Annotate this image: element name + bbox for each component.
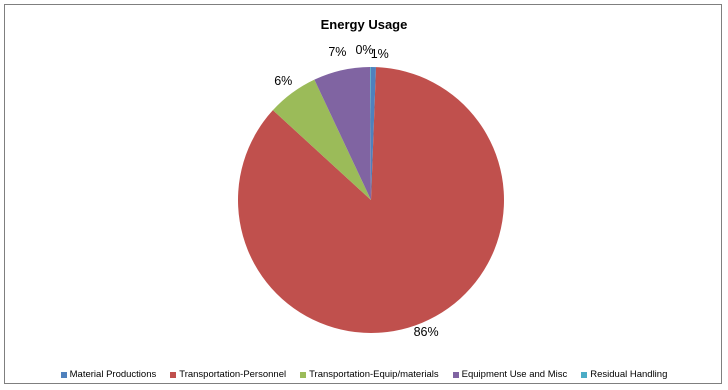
legend-label: Equipment Use and Misc — [461, 369, 568, 380]
pie-slice-material-productions — [371, 67, 377, 200]
slice-label: 86% — [414, 325, 439, 339]
legend-item: Equipment Use and Misc — [452, 369, 568, 380]
legend-item: Transportation-Personnel — [170, 369, 286, 380]
legend-item: Material Productions — [60, 369, 157, 380]
pie-slice-residual-handling — [370, 67, 371, 200]
legend-swatch — [170, 371, 177, 378]
legend-label: Transportation-Personnel — [179, 369, 287, 380]
slice-label: 1% — [371, 47, 389, 61]
slice-label: 6% — [274, 74, 292, 88]
pie-slice-transportation-equip-materials — [272, 79, 371, 200]
legend-swatch — [581, 371, 588, 378]
chart-frame: Energy Usage 1% 86% 6% 7% 0% Material Produc… — [4, 4, 722, 384]
pie-chart: 1% 86% 6% 7% 0% — [238, 43, 504, 339]
legend-swatch — [452, 371, 459, 378]
slice-label: 0% — [355, 43, 373, 57]
chart-title: Energy Usage — [320, 17, 408, 32]
chart-legend: Material Productions Transportation-Perso… — [5, 369, 723, 380]
pie-slice-equipment-use-and-misc — [314, 67, 371, 200]
slice-label: 7% — [328, 45, 346, 59]
legend-item: Transportation-Equip/materials — [300, 369, 439, 380]
pie-slice-transportation-personnel — [238, 67, 504, 334]
legend-item: Residual Handling — [581, 369, 667, 380]
legend-label: Residual Handling — [590, 369, 668, 380]
legend-swatch — [300, 371, 307, 378]
legend-label: Material Productions — [69, 369, 157, 380]
legend-swatch — [60, 371, 67, 378]
legend-label: Transportation-Equip/materials — [309, 369, 439, 380]
